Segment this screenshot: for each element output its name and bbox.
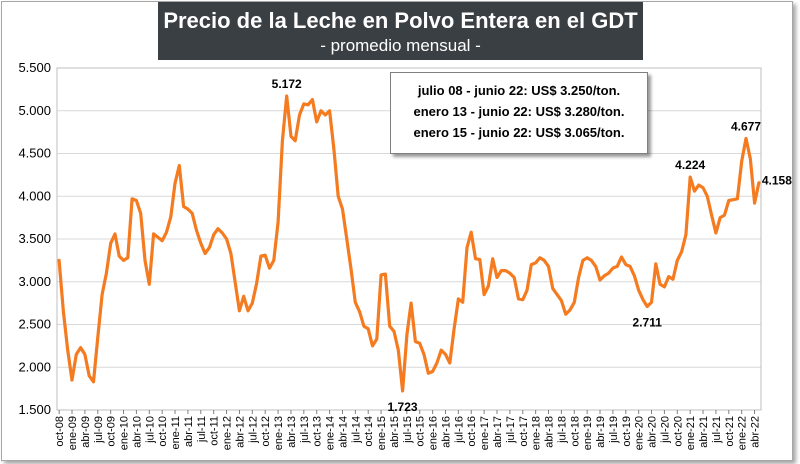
x-tick-label: ene-09 (67, 416, 79, 450)
x-tick-label: ene-13 (273, 416, 285, 450)
annotation-layer: 5.172 1.723 2.711 4.224 4.677 4.158 (272, 77, 793, 414)
x-tick-label: oct-13 (312, 416, 324, 447)
y-tick-label: 5.000 (18, 103, 51, 118)
plot-area (56, 67, 762, 411)
x-tick-label: abr-13 (286, 416, 298, 448)
x-tick-label: abr-21 (698, 416, 710, 448)
x-tick-label: jul-21 (711, 416, 723, 444)
x-tick-label: abr-09 (80, 416, 92, 448)
x-tick-label: oct-17 (518, 416, 530, 447)
axis-layer: 1.500 2.000 2.500 3.000 3.500 4.000 4.500 5.000… (18, 60, 761, 450)
x-tick-label: oct-08 (54, 416, 66, 447)
peak-label: 2.711 (633, 315, 663, 329)
peak-label: 1.723 (388, 400, 418, 414)
x-tick-label: oct-21 (724, 416, 736, 447)
x-tick-label: jul-11 (196, 416, 208, 443)
x-tick-label: ene-16 (428, 416, 440, 450)
x-tick-label: jul-16 (453, 416, 465, 444)
chart-subtitle: - promedio mensual - (320, 36, 481, 55)
x-tick-label: jul-12 (247, 416, 259, 444)
x-tick-label: oct-12 (260, 416, 272, 447)
x-tick-label: ene-22 (737, 416, 749, 450)
x-tick-label: abr-12 (234, 416, 246, 448)
x-tick-label: ene-19 (582, 416, 594, 450)
peak-label: 4.158 (762, 174, 792, 188)
x-tick-label: abr-11 (183, 416, 195, 447)
x-tick-label: ene-21 (685, 416, 697, 450)
x-tick-label: ene-11 (170, 416, 182, 449)
chart-title-box: Precio de la Leche en Polvo Entera en el… (158, 2, 643, 60)
note-line-3: enero 15 - junio 22: US$ 3.065/ton. (413, 125, 625, 140)
x-tick-label: jul-19 (608, 416, 620, 444)
x-tick-label: jul-18 (556, 416, 568, 444)
x-tick-label: abr-10 (131, 416, 143, 448)
x-tick-label: jul-15 (402, 416, 414, 444)
series-layer (57, 94, 761, 393)
x-tick-label: abr-22 (750, 416, 762, 448)
x-tick-label: oct-18 (569, 416, 581, 447)
x-tick-label: abr-18 (544, 416, 556, 448)
x-tick-label: ene-10 (119, 416, 131, 450)
x-tick-label: ene-17 (479, 416, 491, 450)
x-tick-label: abr-19 (595, 416, 607, 448)
x-tick-label: abr-20 (647, 416, 659, 448)
chart-title: Precio de la Leche en Polvo Entera en el… (163, 8, 638, 33)
x-tick-label: ene-14 (325, 416, 337, 450)
x-tick-label: oct-20 (672, 416, 684, 447)
x-tick-label: ene-18 (531, 416, 543, 450)
y-tick-label: 3.500 (18, 231, 51, 246)
note-line-1: julio 08 - junio 22: US$ 3.250/ton. (417, 83, 621, 98)
peak-label: 5.172 (272, 77, 302, 91)
x-tick-label: jul-10 (144, 416, 156, 444)
x-tick-label: oct-16 (466, 416, 478, 447)
x-tick-label: oct-19 (621, 416, 633, 447)
y-tick-label: 5.500 (18, 60, 51, 75)
x-tick-label: oct-10 (157, 416, 169, 447)
x-tick-label: ene-20 (634, 416, 646, 450)
x-tick-label: jul-17 (505, 416, 517, 444)
note-line-2: enero 13 - junio 22: US$ 3.280/ton. (413, 104, 625, 119)
y-tick-label: 1.500 (18, 402, 51, 417)
x-tick-label: jul-14 (350, 416, 362, 444)
x-tick-label: ene-15 (376, 416, 388, 450)
x-tick-label: jul-13 (299, 416, 311, 444)
x-tick-label: abr-14 (337, 416, 349, 448)
peak-label: 4.677 (731, 119, 761, 133)
x-tick-label: abr-16 (440, 416, 452, 448)
peak-label: 4.224 (675, 158, 705, 172)
y-tick-label: 4.500 (18, 146, 51, 161)
x-tick-label: oct-14 (363, 416, 375, 447)
x-tick-label: oct-09 (106, 416, 118, 447)
x-tick-label: jul-09 (93, 416, 105, 444)
y-tick-label: 3.000 (18, 274, 51, 289)
x-tick-label: oct-15 (415, 416, 427, 447)
x-tick-label: ene-12 (222, 416, 234, 450)
x-tick-label: jul-20 (659, 416, 671, 444)
price-line (57, 94, 761, 393)
x-tick-label: abr-15 (389, 416, 401, 448)
average-price-note: julio 08 - junio 22: US$ 3.250/ton. ener… (390, 72, 648, 154)
y-tick-label: 2.500 (18, 317, 51, 332)
y-tick-label: 4.000 (18, 188, 51, 203)
x-tick-label: abr-17 (492, 416, 504, 448)
x-tick-label: oct-11 (209, 416, 221, 446)
y-tick-label: 2.000 (18, 359, 51, 374)
